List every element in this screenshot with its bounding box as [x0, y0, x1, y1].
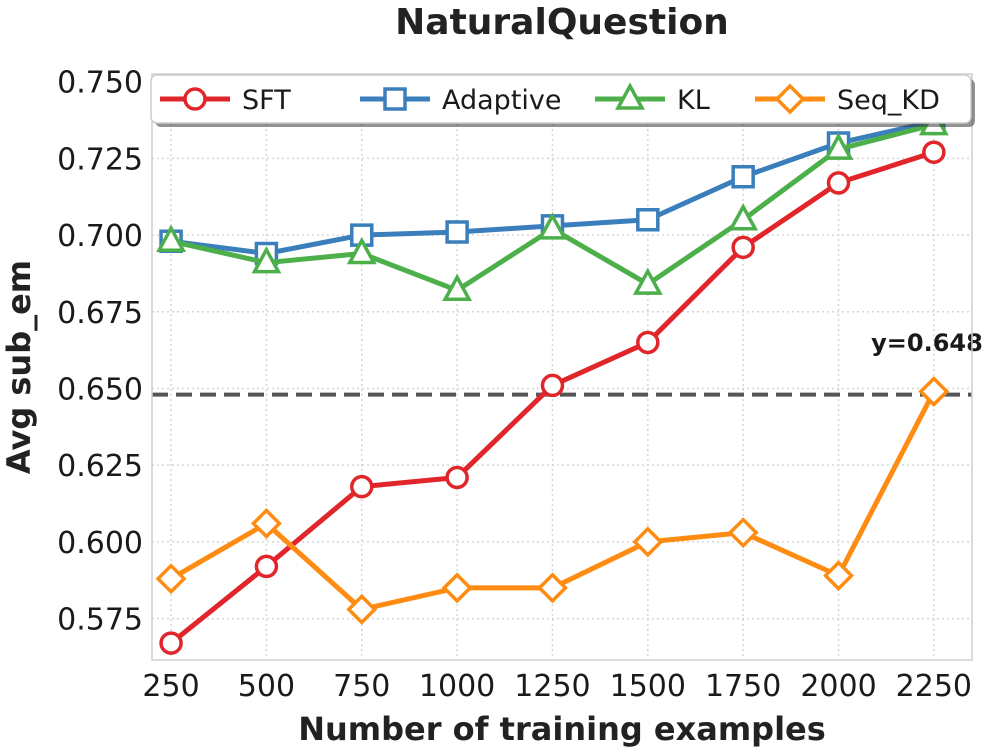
legend-label-seq-kd: Seq_KD — [837, 85, 940, 116]
series-seq-kd — [155, 376, 950, 625]
data-point-seq-kd — [346, 593, 378, 625]
y-axis-title: Avg sub_em — [0, 260, 38, 474]
legend-label-kl: KL — [677, 85, 710, 116]
data-point-sft — [540, 373, 565, 398]
data-point-seq-kd — [727, 517, 759, 549]
x-tick-label: 500 — [238, 669, 295, 704]
x-tick-label: 250 — [142, 669, 199, 704]
x-tick-label: 1250 — [514, 669, 590, 704]
data-point-kl — [823, 132, 854, 160]
x-tick-label: 2250 — [896, 669, 972, 704]
legend-marker-kl — [615, 82, 645, 110]
data-point-seq-kd — [632, 526, 664, 558]
data-point-kl — [251, 246, 282, 274]
x-tick-label: 2000 — [800, 669, 876, 704]
legend-box — [150, 74, 972, 124]
x-tick-label: 1000 — [419, 669, 495, 704]
data-point-sft — [826, 171, 851, 195]
series-kl — [156, 107, 949, 302]
data-point-sft — [922, 140, 946, 164]
y-tick-label: 0.650 — [57, 372, 143, 407]
x-tick-label: 1500 — [610, 669, 686, 704]
legend: SFT Adaptive KL Seq_KD — [150, 74, 975, 127]
y-tick-label: 0.625 — [57, 449, 143, 484]
data-point-adaptive — [731, 165, 755, 189]
y-tick-label: 0.725 — [57, 142, 143, 177]
data-point-adaptive — [350, 223, 374, 247]
legend-marker-seq-kd — [774, 83, 806, 115]
data-point-kl — [156, 224, 187, 252]
data-point-kl — [537, 212, 568, 240]
data-point-kl — [632, 267, 663, 295]
data-point-adaptive — [636, 207, 660, 232]
y-tick-label: 0.575 — [57, 603, 143, 638]
legend-marker-sft — [183, 87, 207, 111]
plot-frame — [151, 73, 973, 661]
y-tick-label: 0.675 — [57, 296, 143, 331]
data-point-kl — [442, 273, 473, 302]
data-point-seq-kd — [536, 572, 568, 604]
series-group — [155, 107, 950, 655]
data-point-seq-kd — [823, 560, 854, 592]
data-point-kl — [346, 236, 377, 265]
series-sft — [159, 140, 946, 655]
tick-labels: 250 500 750 1000 1250 1500 1750 2000 2250 0.575 0.… — [57, 66, 972, 704]
reference-line-group: y=0.648 — [152, 329, 983, 397]
chart-title: NaturalQuestion — [395, 2, 729, 43]
data-point-adaptive — [445, 220, 469, 244]
data-point-sft — [350, 474, 374, 499]
data-point-seq-kd — [155, 563, 187, 595]
y-tick-label: 0.600 — [57, 526, 143, 561]
reference-line-label: y=0.648 — [871, 329, 983, 357]
x-tick-label: 750 — [333, 669, 390, 704]
data-point-sft — [254, 554, 279, 579]
data-point-sft — [445, 465, 469, 490]
data-point-seq-kd — [441, 572, 473, 604]
x-tick-label: 1750 — [705, 669, 781, 704]
data-point-seq-kd — [918, 376, 950, 408]
x-axis-title: Number of training examples — [298, 710, 826, 748]
data-point-sft — [159, 631, 183, 655]
data-point-sft — [636, 330, 660, 355]
y-tick-label: 0.700 — [57, 219, 143, 254]
data-point-sft — [731, 235, 755, 260]
data-point-seq-kd — [250, 507, 282, 539]
legend-marker-adaptive — [383, 87, 407, 111]
y-tick-label: 0.750 — [57, 66, 143, 101]
legend-label-adaptive: Adaptive — [442, 85, 562, 116]
legend-label-sft: SFT — [242, 85, 291, 116]
data-point-kl — [728, 203, 759, 231]
